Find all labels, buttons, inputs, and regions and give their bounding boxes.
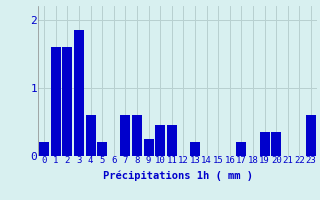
Bar [132, 115, 142, 156]
Bar [144, 139, 154, 156]
Bar [155, 125, 165, 156]
Bar [190, 142, 200, 156]
Bar [86, 115, 96, 156]
Bar [97, 142, 107, 156]
Bar [260, 132, 269, 156]
Bar [236, 142, 246, 156]
X-axis label: Précipitations 1h ( mm ): Précipitations 1h ( mm ) [103, 171, 252, 181]
Bar [39, 142, 49, 156]
Bar [51, 47, 61, 156]
Bar [167, 125, 177, 156]
Bar [120, 115, 130, 156]
Bar [62, 47, 72, 156]
Bar [271, 132, 281, 156]
Bar [306, 115, 316, 156]
Bar [74, 30, 84, 156]
